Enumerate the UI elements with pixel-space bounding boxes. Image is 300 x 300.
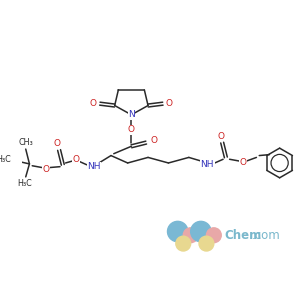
Circle shape <box>167 221 188 242</box>
Text: NH: NH <box>88 162 101 171</box>
Circle shape <box>191 221 211 242</box>
Circle shape <box>176 236 191 251</box>
Text: O: O <box>128 125 135 134</box>
Text: H₃C: H₃C <box>0 155 11 164</box>
Text: NH: NH <box>201 160 214 169</box>
Text: CH₃: CH₃ <box>18 138 33 147</box>
Text: O: O <box>239 158 246 167</box>
Text: O: O <box>90 99 97 108</box>
Circle shape <box>206 228 221 243</box>
Text: .com: .com <box>252 229 280 242</box>
Text: N: N <box>128 110 135 119</box>
Text: O: O <box>54 139 61 148</box>
Text: O: O <box>166 99 173 108</box>
Text: Chem: Chem <box>224 229 261 242</box>
Text: O: O <box>150 136 157 145</box>
Text: O: O <box>43 165 50 174</box>
Text: O: O <box>72 155 79 164</box>
Text: H₃C: H₃C <box>17 179 32 188</box>
Circle shape <box>199 236 214 251</box>
Text: O: O <box>218 132 225 141</box>
Circle shape <box>183 228 198 243</box>
